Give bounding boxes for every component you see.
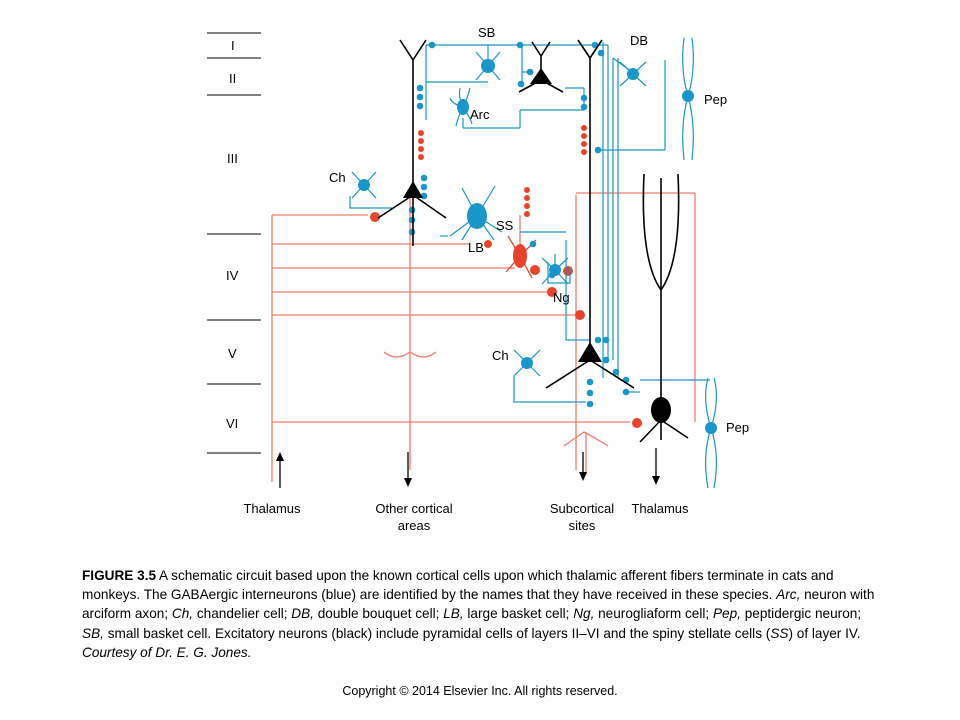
label-pep-bottom: Pep — [726, 420, 749, 435]
small-basket-cell — [475, 51, 501, 81]
caption-text: ) of layer IV. — [788, 625, 861, 641]
large-basket-cell — [449, 185, 503, 241]
caption-text: double bouquet cell; — [313, 606, 444, 622]
caption-text: chandelier cell; — [193, 606, 292, 622]
label-ss: SS — [496, 218, 514, 233]
layer-label-6: VI — [226, 416, 238, 431]
caption-term: DB, — [291, 606, 314, 622]
caption-figure-number: FIGURE 3.5 — [82, 568, 157, 583]
chandelier-cell-upper — [351, 171, 377, 199]
copyright-notice: Copyright © 2014 Elsevier Inc. All right… — [342, 684, 618, 698]
neurogliaform-cell — [541, 254, 569, 285]
peptidergic-cell-upper — [682, 37, 694, 161]
label-ng: Ng — [553, 290, 570, 305]
chandelier-cell-lower — [513, 349, 541, 377]
gaba-terminals — [408, 41, 630, 408]
label-thalamus-input: Thalamus — [243, 501, 301, 516]
figure-caption: FIGURE 3.5 A schematic circuit based upo… — [82, 566, 882, 662]
spiny-stellate-cell — [505, 235, 537, 279]
arciform-cell — [449, 87, 473, 127]
label-other-cortical-line2: areas — [398, 518, 431, 533]
label-ch-lower: Ch — [492, 348, 509, 363]
label-pep-top: Pep — [704, 92, 727, 107]
caption-term: Ch, — [171, 606, 194, 622]
layer-label-1: I — [231, 38, 235, 53]
label-thalamus-output: Thalamus — [631, 501, 689, 516]
caption-text: large basket cell; — [463, 606, 574, 622]
caption-term: LB, — [443, 606, 464, 622]
label-lb: LB — [468, 240, 484, 255]
label-other-cortical-line1: Other cortical — [375, 501, 452, 516]
peptidergic-cell-lower — [705, 377, 717, 489]
label-db: DB — [630, 33, 648, 48]
caption-term: SS — [770, 625, 789, 641]
caption-text: A schematic circuit based upon the known… — [82, 568, 834, 603]
label-arc: Arc — [470, 107, 490, 122]
cortical-circuit-diagram: I II III IV V VI — [207, 25, 749, 533]
caption-text: neuron with arciform axon; — [82, 587, 875, 622]
pyramidal-cell-layer-iii — [377, 39, 447, 246]
layer-boundaries — [207, 32, 261, 454]
caption-text: small basket cell. Excitatory neurons (b… — [103, 625, 771, 641]
label-sb: SB — [478, 25, 495, 40]
pyramidal-cell-layer-vi — [639, 173, 689, 443]
caption-term: Pep, — [712, 606, 741, 622]
thalamic-afferent-fibers — [271, 192, 696, 482]
pyramidal-cell-layer-v — [545, 39, 635, 389]
label-subcortical-line2: sites — [569, 518, 596, 533]
caption-term: Ng, — [573, 606, 595, 622]
caption-text: peptidergic neuron; — [740, 606, 862, 622]
layer-label-3: III — [227, 151, 238, 166]
gaba-axon-wiring — [349, 42, 710, 403]
label-ch-upper: Ch — [329, 170, 346, 185]
caption-term: Arc, — [776, 587, 801, 603]
thalamic-terminals — [370, 125, 642, 428]
layer-label-2: II — [229, 71, 236, 86]
caption-term: SB, — [82, 625, 104, 641]
caption-courtesy: Courtesy of Dr. E. G. Jones. — [82, 644, 252, 660]
pyramidal-cell-layer-ii — [518, 41, 564, 93]
output-arrows — [276, 448, 660, 488]
caption-text: neurogliaform cell; — [594, 606, 713, 622]
double-bouquet-cell — [619, 61, 647, 87]
layer-label-5: V — [228, 346, 237, 361]
layer-label-4: IV — [226, 268, 239, 283]
label-subcortical-line1: Subcortical — [550, 501, 614, 516]
